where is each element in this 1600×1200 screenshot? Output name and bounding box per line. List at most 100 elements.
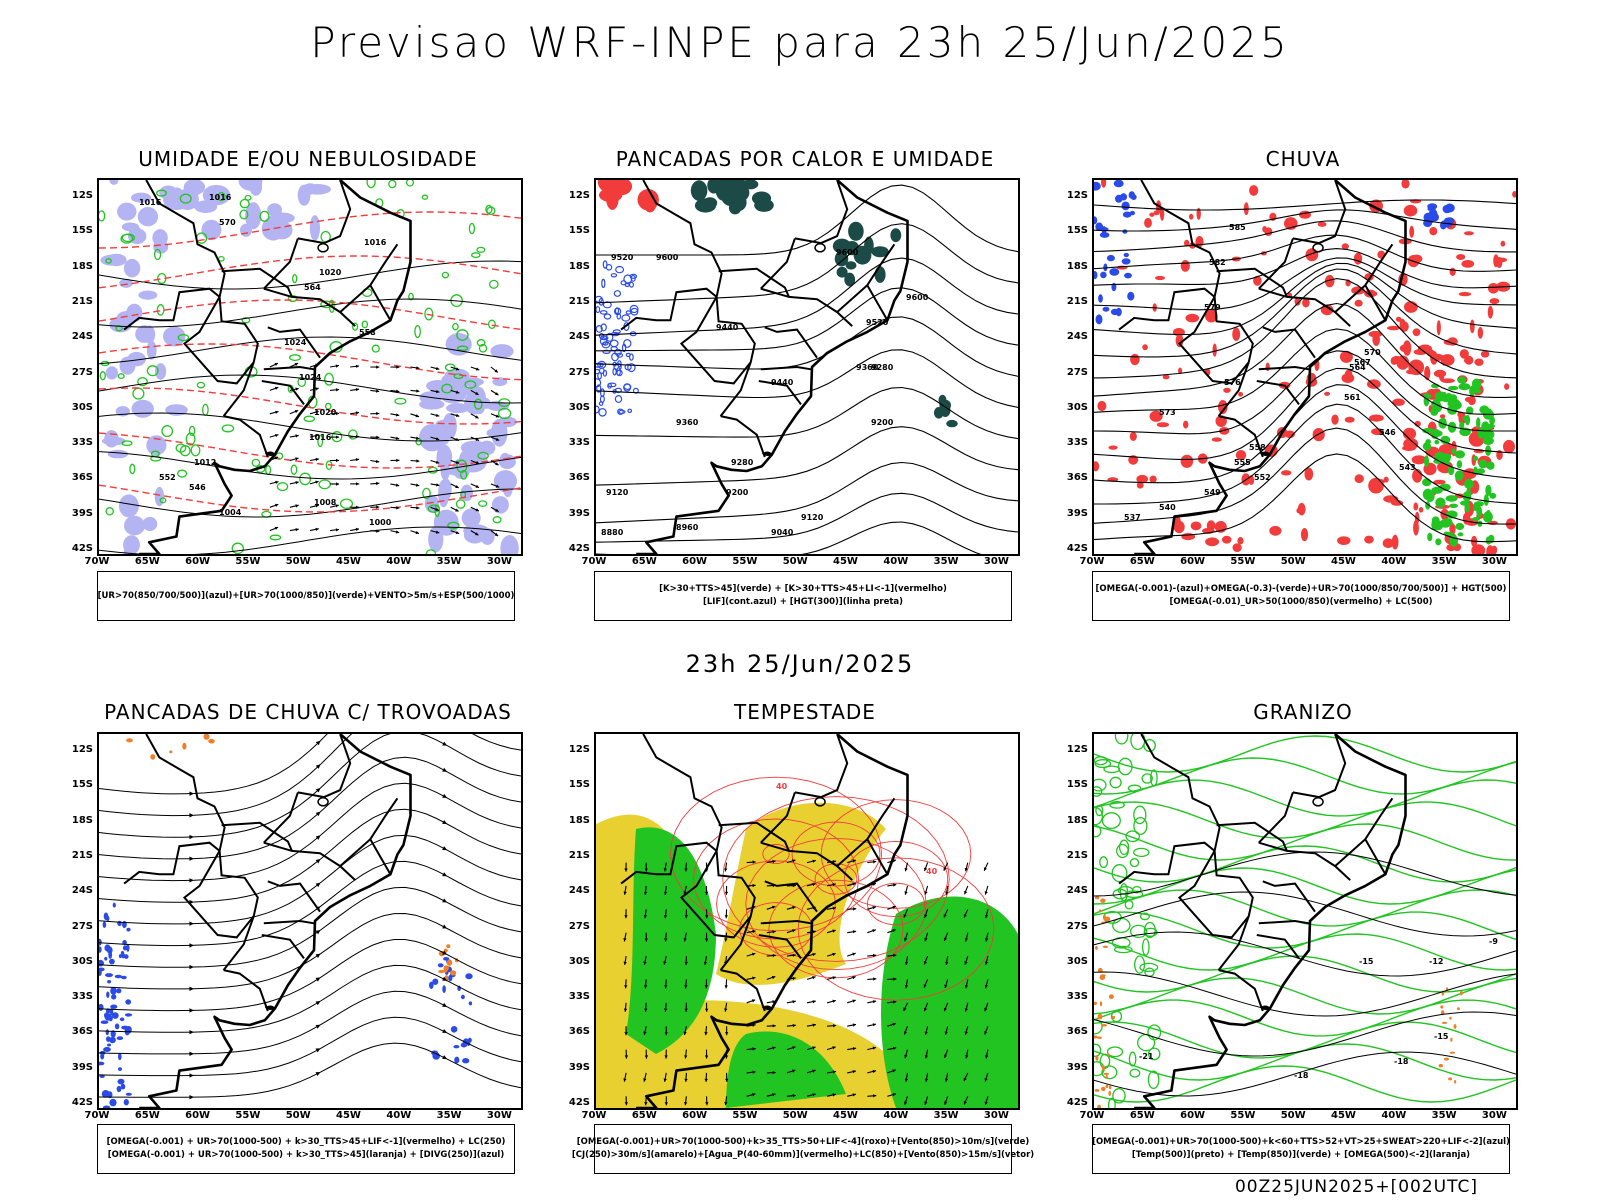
lat-label: 30S [1066,955,1088,967]
contour-label: 9280 [871,363,894,372]
lat-label: 30S [568,955,590,967]
contour-label: 570 [1364,348,1381,357]
main-title: Previsao WRF-INPE para 23h 25/Jun/2025 [310,18,1290,67]
panel-title: PANCADAS DE CHUVA C/ TROVOADAS [104,700,512,724]
lat-label: 27S [1066,920,1088,932]
contour-label: 9600 [656,253,679,262]
convection-red [597,180,659,213]
lat-label: 21S [71,849,93,861]
map-trovoadas [97,732,523,1110]
legend-line: [Temp(500)](preto) + [Temp(850)](verde) … [1131,1150,1471,1160]
political-boundaries [1118,734,1407,1108]
wind-streamlines-250 [99,734,521,1100]
contour-label: 40 [926,867,938,876]
map-canvas: 9600952096009600952094409440936093609280… [596,180,1018,554]
contour-label: 1004 [219,508,242,517]
lat-label: 18S [71,260,93,272]
humidity-upper-blue-east [418,333,519,554]
lat-label: 42S [1066,1097,1088,1108]
valid-time-title: 23h 25/Jun/2025 [685,650,915,678]
contour-label: 1020 [319,268,342,277]
lat-label: 39S [568,1061,590,1073]
contour-label: 9440 [716,323,739,332]
lat-label: 18S [568,814,590,826]
contour-label: 1016 [364,238,387,247]
hgt500-streamlines [1094,199,1516,543]
legend-line: [OMEGA(-0.001) + UR>70(1000-500) + k>30_… [106,1137,506,1147]
contour-label: 537 [1124,513,1141,522]
contour-label: 564 [1349,363,1366,372]
panel-legend: [OMEGA(-0.001)-(azul)+OMEGA(-0.3)-(verde… [1092,571,1510,621]
thickness-dashed [99,211,521,513]
lon-label: 35W [436,556,462,567]
storm-orange-north [126,734,215,760]
wind850-green [626,827,1018,1108]
lon-label: 50W [285,556,311,567]
contour-label: 579 [1204,303,1221,312]
political-boundaries [123,180,412,554]
contour-label: 585 [1229,223,1246,232]
contour-label: -15 [1434,1032,1449,1041]
lat-label: 33S [1066,437,1088,449]
humidity-upper-blue-north [163,180,331,241]
lon-label: 65W [631,556,657,567]
contour-label: 1000 [369,518,392,527]
contour-label: 552 [159,473,176,482]
map-canvas: 40 40 [596,734,1018,1108]
lon-label: 50W [1280,556,1306,567]
panel-title: UMIDADE E/OU NEBULOSIDADE [138,147,478,171]
rain-red [1094,180,1516,554]
lat-label: 15S [1066,225,1088,237]
lat-label: 21S [568,849,590,861]
lat-label: 30S [71,401,93,413]
lon-label: 55W [732,556,758,567]
lat-label: 33S [1066,991,1088,1003]
legend-line: [UR>70(850/700/500)](azul)+[UR>70(1000/8… [97,590,515,601]
contour-label: 9520 [611,253,634,262]
humidity-upper-blue [100,180,188,554]
lat-label: 27S [568,366,590,378]
contour-label: 9440 [771,378,794,387]
lat-label: 24S [71,885,93,897]
lon-label: 55W [732,1110,758,1121]
lat-label: 24S [568,885,590,897]
lat-label: 33S [71,437,93,449]
contour-label: 1024 [284,338,307,347]
convection-green-ocean [933,394,958,428]
lon-label: 50W [285,1110,311,1121]
panel-title: GRANIZO [1253,700,1353,724]
contour-label: 546 [1379,428,1396,437]
lon-label: 45W [336,556,361,567]
contour-label: 9200 [726,488,749,497]
lon-label: 35W [1431,556,1457,567]
lat-label: 33S [71,991,93,1003]
lat-label: 39S [1066,507,1088,519]
lon-label: 65W [1129,1110,1155,1121]
lon-label: 50W [782,1110,808,1121]
contour-label: 8880 [601,528,624,537]
map-pancadas: 9600 9520 9600 9600 9520 9440 9440 9360 9360 9280… [594,178,1020,556]
lat-label: 36S [71,472,93,484]
lat-label: 12S [568,190,590,201]
lat-label: 39S [71,1061,93,1073]
convection-green [690,180,774,215]
legend-line: [OMEGA(-0.001)+UR>70(1000-500)+k>35_TTS>… [576,1137,1030,1147]
lat-label: 33S [568,437,590,449]
contour-label: 540 [1159,503,1176,512]
lon-label: 65W [631,1110,657,1121]
lat-label: 39S [568,507,590,519]
run-footer: 00Z25JUN2025+[002UTC] [1234,1177,1478,1197]
panel-legend: [OMEGA(-0.001) + UR>70(1000-500) + k>30_… [97,1124,515,1174]
contour-label: 9360 [676,418,699,427]
lon-label: 45W [833,1110,858,1121]
lon-label: 55W [235,1110,261,1121]
lat-label: 30S [568,401,590,413]
rain-green [1422,376,1497,547]
contour-label: 1016 [209,193,232,202]
lon-label: 45W [833,556,858,567]
lat-label: 27S [568,920,590,932]
contour-label: 9600 [836,248,859,257]
contour-label: 1020 [314,408,337,417]
lon-label: 35W [436,1110,462,1121]
temp500-black [1094,851,1516,1097]
